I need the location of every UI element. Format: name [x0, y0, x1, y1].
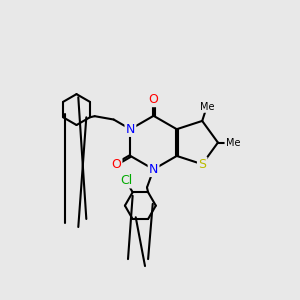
Text: O: O	[148, 93, 158, 106]
Text: Cl: Cl	[120, 174, 132, 187]
Text: N: N	[149, 163, 158, 176]
Text: S: S	[198, 158, 206, 171]
Text: N: N	[126, 123, 135, 136]
Text: Me: Me	[200, 102, 214, 112]
Text: O: O	[111, 158, 121, 171]
Text: Me: Me	[226, 138, 240, 148]
